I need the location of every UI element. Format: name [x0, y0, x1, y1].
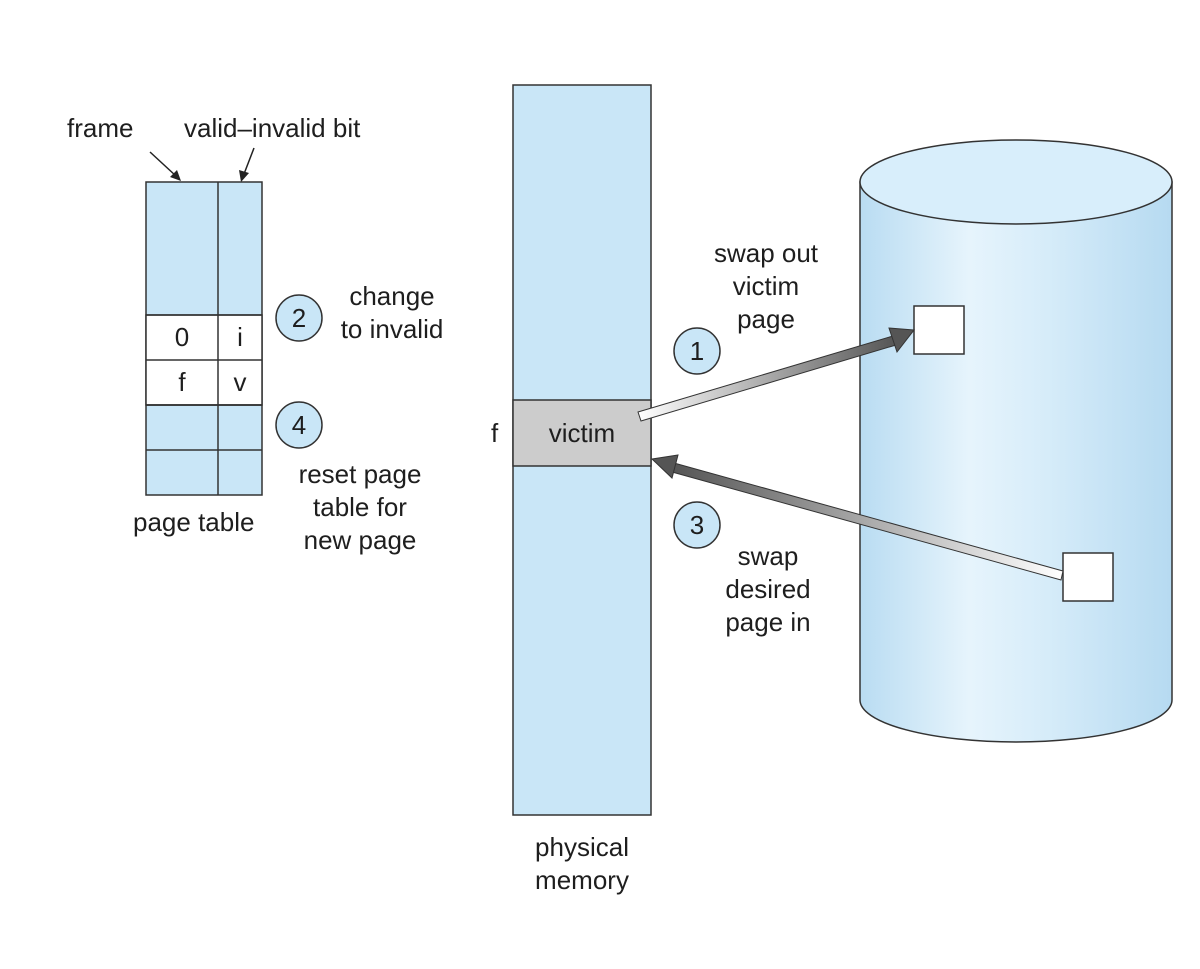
step-4-text: reset page table for new page — [280, 458, 440, 557]
page-table-caption: page table — [133, 507, 255, 537]
page-table-bit-cell-0: i — [237, 322, 243, 352]
valid-bit-pointer-arrow — [239, 147, 255, 182]
page-table-bit-cell-1: v — [233, 367, 247, 397]
step-1-line-2: victim — [732, 271, 800, 301]
physical-memory-caption-line-1: physical — [535, 832, 629, 862]
page-table-frame-cell-1: f — [178, 367, 186, 397]
swap-out-arrow — [637, 327, 915, 422]
step-1-number: 1 — [689, 336, 705, 366]
step-2-line-1: change — [349, 281, 435, 311]
step-3-number: 3 — [689, 510, 705, 540]
step-2-circle — [275, 294, 323, 342]
step-4-number: 4 — [291, 410, 307, 440]
frame-label: frame — [67, 113, 134, 143]
step-3-circle — [673, 501, 721, 549]
swap-in-arrow — [650, 454, 1064, 581]
valid-invalid-bit-label: valid–invalid bit — [184, 113, 361, 143]
disk-desired-page — [1062, 552, 1114, 602]
disk-cylinder — [859, 139, 1173, 743]
step-3-line-3: page in — [725, 607, 811, 637]
page-table-frame-cell-0: 0 — [174, 322, 190, 352]
step-1-line-3: page — [737, 304, 795, 334]
step-2-line-2: to invalid — [340, 314, 444, 344]
step-3-text: swap desired page in — [698, 540, 838, 639]
frame-f-label: f — [491, 418, 499, 448]
step-4-line-2: table for — [313, 492, 407, 522]
frame-pointer-arrow — [149, 151, 181, 181]
physical-memory-caption-line-2: memory — [535, 865, 629, 895]
step-3-line-1: swap — [737, 541, 799, 571]
victim-label: victim — [548, 418, 616, 448]
step-1-text: swap out victim page — [696, 237, 836, 336]
physical-memory-caption: physical memory — [502, 831, 662, 897]
step-2-text: change to invalid — [322, 280, 462, 346]
step-4-line-3: new page — [303, 525, 417, 555]
page-table — [145, 181, 263, 496]
step-2-number: 2 — [291, 303, 307, 333]
step-3-line-2: desired — [725, 574, 811, 604]
victim-frame — [512, 399, 652, 467]
disk-victim-page — [913, 305, 965, 355]
step-4-line-1: reset page — [298, 459, 422, 489]
step-1-circle — [673, 327, 721, 375]
step-4-circle — [275, 401, 323, 449]
step-1-line-1: swap out — [713, 238, 819, 268]
